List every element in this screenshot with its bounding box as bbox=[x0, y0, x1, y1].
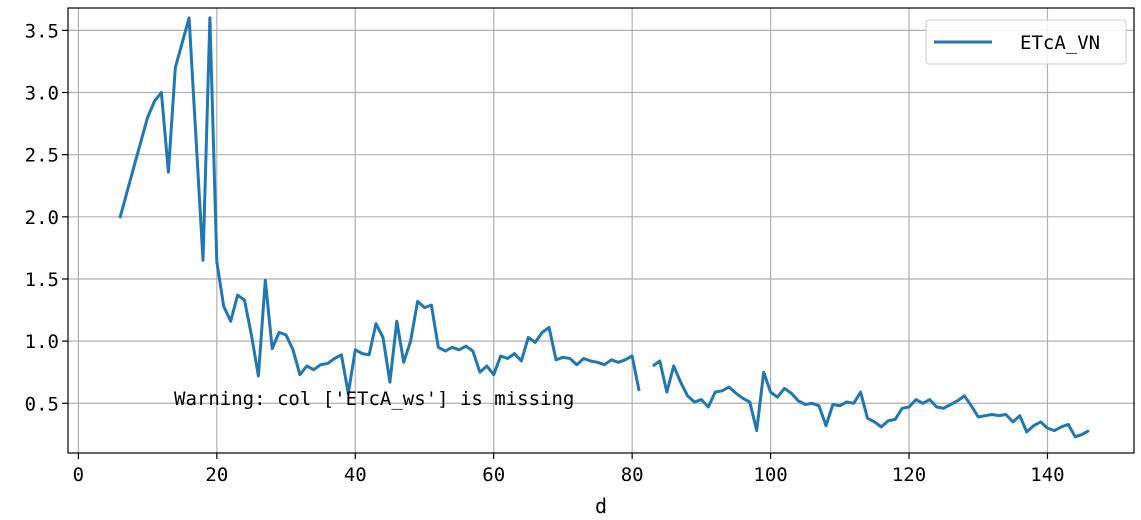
x-tick-label: 120 bbox=[892, 464, 926, 486]
y-tick-label: 0.5 bbox=[25, 393, 59, 415]
y-tick-label: 1.5 bbox=[25, 269, 59, 291]
y-tick-label: 2.0 bbox=[25, 207, 59, 229]
legend-box bbox=[925, 19, 1127, 65]
series-line-etca-vn bbox=[652, 359, 1090, 439]
x-tick-label: 100 bbox=[753, 464, 787, 486]
y-tick-label: 1.0 bbox=[25, 331, 59, 353]
y-axis: 0.5 1.0 1.5 2.0 2.5 3.0 3.5 bbox=[25, 20, 68, 415]
x-tick-label: 60 bbox=[482, 464, 505, 486]
y-tick-label: 3.0 bbox=[25, 83, 59, 105]
x-tick-label: 20 bbox=[205, 464, 228, 486]
x-tick-label: 140 bbox=[1030, 464, 1064, 486]
plot-area-frame bbox=[67, 7, 1135, 454]
legend: ETcA_VN bbox=[925, 19, 1127, 65]
x-tick-label: 0 bbox=[73, 464, 84, 486]
legend-label-etca-vn: ETcA_VN bbox=[1020, 32, 1100, 54]
x-tick-label: 80 bbox=[621, 464, 644, 486]
y-tick-label: 2.5 bbox=[25, 145, 59, 167]
x-tick-label: 40 bbox=[344, 464, 367, 486]
missing-column-warning: Warning: col ['ETcA_ws'] is missing bbox=[174, 388, 574, 410]
y-tick-label: 3.5 bbox=[25, 20, 59, 42]
series-line-etca-vn bbox=[118, 16, 641, 395]
x-axis-label: d bbox=[595, 494, 607, 518]
x-axis: 0 20 40 60 80 100 120 140 bbox=[73, 453, 1065, 486]
grid-lines bbox=[68, 8, 1134, 453]
series-layer bbox=[118, 16, 1090, 439]
